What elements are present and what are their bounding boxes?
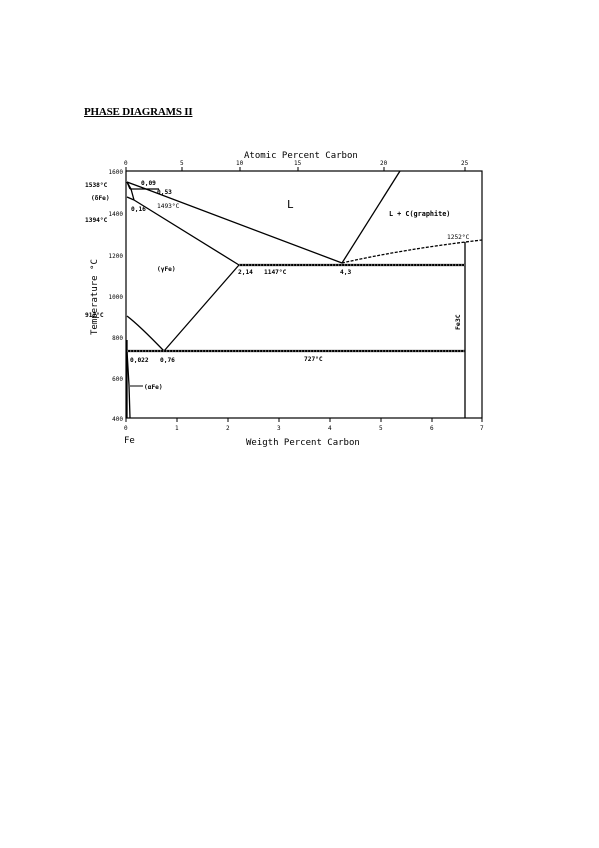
top-tick-15: 15 (294, 160, 302, 167)
top-tick-5: 5 (180, 160, 184, 167)
bottom-tick-4: 4 (328, 425, 332, 432)
top-tick-10: 10 (236, 160, 244, 167)
label-1538: 1538°C (85, 181, 108, 189)
label-1252: 1252°C (447, 233, 470, 241)
origin-label: Fe (124, 436, 135, 446)
bottom-axis-label: Weigth Percent Carbon (246, 438, 360, 448)
phase-boundaries (126, 170, 483, 419)
label-43: 4,3 (340, 269, 351, 276)
label-liquid: L (287, 198, 294, 211)
bottom-tick-2: 2 (226, 425, 230, 432)
label-fe3c: Fe3C (454, 314, 462, 330)
a3-line (126, 315, 165, 352)
bottom-tick-1: 1 (175, 425, 179, 432)
top-axis-ticks (125, 167, 466, 171)
label-1394: 1394°C (85, 216, 108, 224)
delta-gamma (126, 196, 135, 201)
graphite-liquidus (341, 239, 483, 264)
left-axis-label: Temperature °C (90, 259, 100, 335)
left-tick-400: 400 (112, 416, 123, 423)
bottom-axis-ticks (125, 418, 483, 422)
bottom-tick-5: 5 (379, 425, 383, 432)
label-076: 0,76 (160, 357, 175, 364)
acm-line (163, 264, 240, 352)
bottom-tick-6: 6 (430, 425, 434, 432)
label-214: 2,14 (238, 269, 253, 276)
label-016: 0,16 (131, 206, 146, 213)
label-1493: 1493°C (157, 202, 180, 210)
liquidus-right (341, 170, 401, 264)
left-tick-1200: 1200 (109, 253, 124, 260)
label-0022: 0,022 (130, 357, 149, 364)
plot-frame (125, 170, 483, 419)
label-liq-graphite: L + C(graphite) (389, 210, 450, 218)
label-009: 0,09 (141, 180, 156, 187)
left-tick-1600: 1600 (109, 169, 124, 176)
left-tick-800: 800 (112, 335, 123, 342)
top-tick-0: 0 (124, 160, 128, 167)
label-912: 912°C (85, 311, 104, 319)
page-title: PHASE DIAGRAMS II (84, 106, 193, 118)
label-727: 727°C (304, 355, 323, 363)
solidus-gamma (133, 199, 240, 266)
top-axis-label: Atomic Percent Carbon (244, 151, 358, 161)
alpha-solvus (126, 350, 131, 419)
iron-carbon-phase-diagram: 0 5 10 15 20 25 Atomic Percent Carbon 0 … (84, 145, 504, 455)
label-alpha: (αFe) (144, 384, 163, 391)
left-tick-1400: 1400 (109, 211, 124, 218)
label-1147: 1147°C (264, 268, 287, 276)
label-gamma: (γFe) (157, 266, 176, 273)
top-tick-20: 20 (380, 160, 388, 167)
bottom-tick-7: 7 (480, 425, 484, 432)
label-delta: (δFe) (91, 195, 110, 202)
label-053: 0,53 (157, 189, 172, 196)
bottom-tick-3: 3 (277, 425, 281, 432)
bottom-tick-0: 0 (124, 425, 128, 432)
left-tick-600: 600 (112, 376, 123, 383)
left-tick-1000: 1000 (109, 294, 124, 301)
delta-solvus (126, 181, 131, 190)
top-tick-25: 25 (461, 160, 469, 167)
